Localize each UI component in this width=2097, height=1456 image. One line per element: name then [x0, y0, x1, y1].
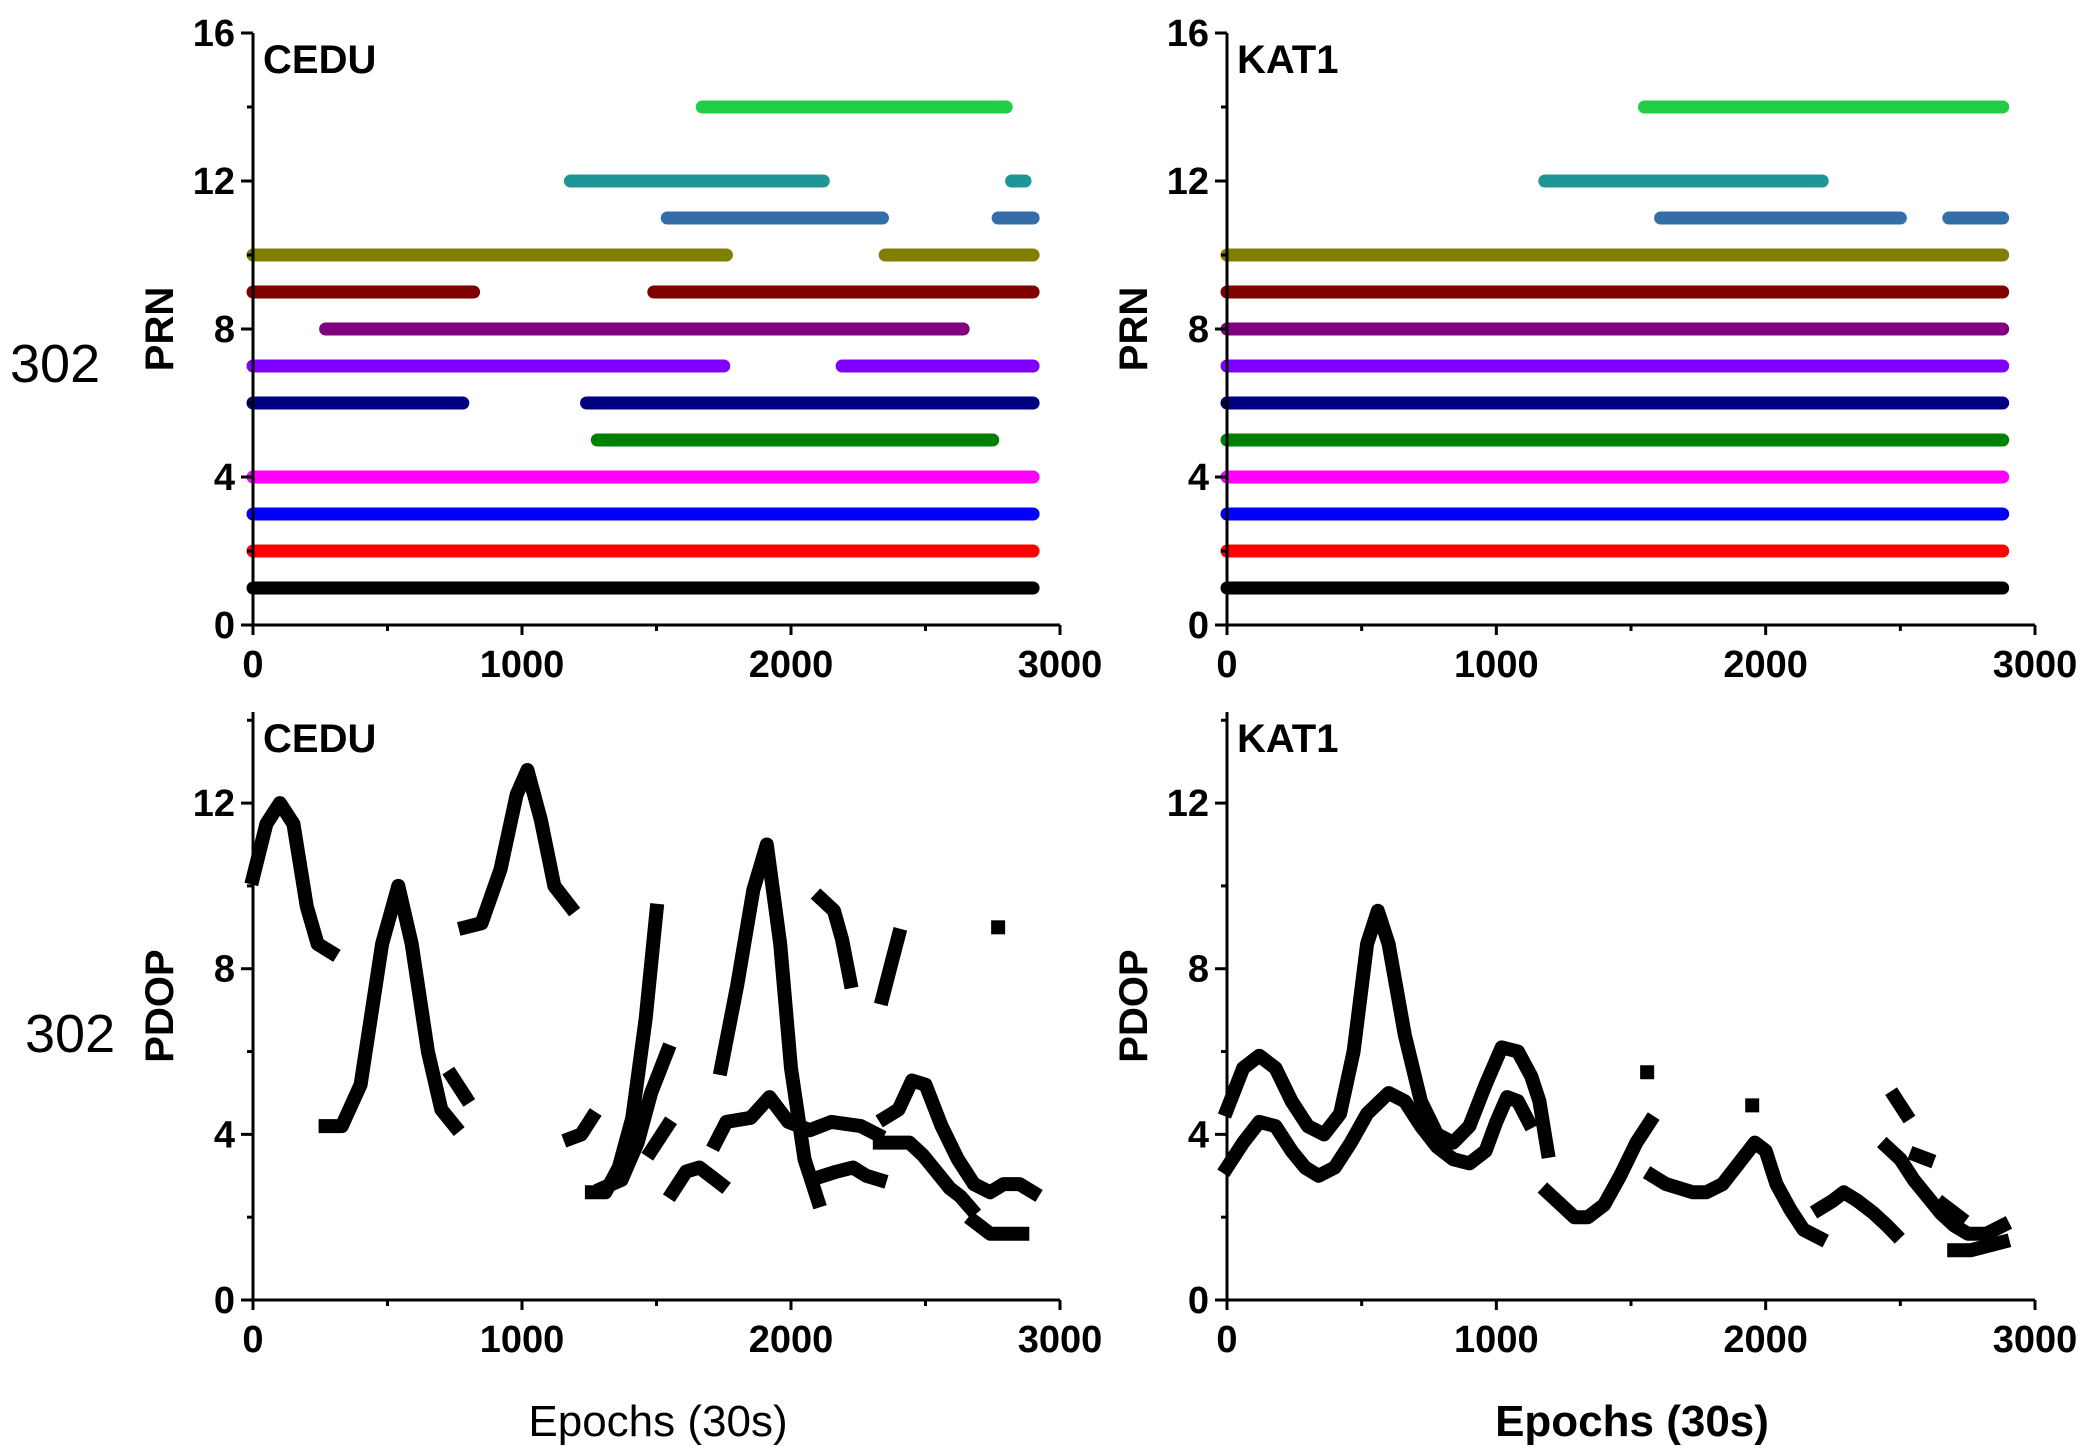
- x-tick-label-2000: 2000: [749, 644, 834, 686]
- prn-kat1-panel: 0 1000 2000 3000 0 4 8 12 16 KAT1 PRN: [1112, 13, 2077, 686]
- x-axis-title-left: Epochs (30s): [528, 1397, 787, 1446]
- x-tick-label-1000: 1000: [1454, 1319, 1539, 1361]
- pdop-point-4: [1640, 1065, 1655, 1080]
- x-tick-label-1000: 1000: [480, 1319, 565, 1361]
- y-axis-title: PRN: [1112, 287, 1156, 371]
- pdop-trace-9: [662, 1160, 731, 1202]
- y-tick-label-8: 8: [1188, 309, 1209, 351]
- x-tick-label-1000: 1000: [480, 644, 565, 686]
- pdop-point-18: [991, 920, 1006, 935]
- y-axis-title: PRN: [138, 287, 182, 371]
- y-tick-label-4: 4: [1188, 1114, 1209, 1156]
- x-tick-label-0: 0: [1216, 1319, 1237, 1361]
- pdop-trace-14: [873, 927, 908, 1007]
- x-axis-title-right: Epochs (30s): [1495, 1397, 1769, 1446]
- pdop-trace-8: [641, 1116, 677, 1161]
- y-tick-label-16: 16: [1167, 13, 1209, 55]
- row-label-top: 302: [10, 334, 100, 394]
- pdop-trace-5: [561, 1108, 602, 1148]
- pdop-kat1-panel: 0 1000 2000 3000 0 4 8 12 KAT1 PDOP: [1112, 712, 2077, 1361]
- pdop-trace-12: [810, 888, 859, 990]
- pdop-trace-5: [1642, 1135, 1829, 1248]
- y-tick-label-12: 12: [193, 161, 235, 203]
- pdop-trace-1: [1217, 1086, 1539, 1183]
- pdop-trace-16: [875, 1073, 1043, 1202]
- y-tick-label-0: 0: [214, 605, 235, 647]
- row-label-bottom: 302: [25, 1004, 115, 1064]
- pdop-trace-9: [1885, 1087, 1916, 1124]
- x-tick-label-3000: 3000: [1993, 1319, 2078, 1361]
- pdop-trace-10: [1907, 1146, 1937, 1169]
- x-tick-label-2000: 2000: [749, 1319, 834, 1361]
- y-tick-label-0: 0: [1188, 1280, 1209, 1322]
- y-tick-label-4: 4: [214, 457, 235, 499]
- y-tick-label-4: 4: [1188, 457, 1209, 499]
- pdop-point-6: [1745, 1098, 1760, 1113]
- pdop-trace-12: [1947, 1233, 2012, 1258]
- y-tick-label-12: 12: [1167, 161, 1209, 203]
- pdop-trace-8: [1877, 1136, 2013, 1241]
- pdop-trace-1: [244, 796, 341, 962]
- y-tick-label-16: 16: [193, 13, 235, 55]
- x-tick-label-0: 0: [242, 644, 263, 686]
- x-tick-label-1000: 1000: [1454, 644, 1539, 686]
- y-tick-label-0: 0: [214, 1280, 235, 1322]
- pdop-cedu-panel: 0 1000 2000 3000 0 4 8 12 CEDU PDOP: [138, 712, 1102, 1361]
- y-tick-label-12: 12: [193, 783, 235, 825]
- panel-title: KAT1: [1237, 38, 1338, 82]
- panel-title: KAT1: [1237, 717, 1338, 761]
- pdop-trace-15: [872, 1135, 982, 1219]
- pdop-trace-3: [1537, 1112, 1660, 1225]
- pdop-trace-13: [814, 1160, 889, 1189]
- y-tick-label-12: 12: [1167, 783, 1209, 825]
- pdop-trace-7: [1809, 1185, 1905, 1244]
- pdop-trace-11: [1933, 1194, 1970, 1228]
- pdop-trace-10: [706, 1090, 887, 1153]
- pdop-trace-2: [1217, 903, 1556, 1159]
- pdop-trace-4: [456, 763, 581, 936]
- panel-title: CEDU: [263, 717, 376, 761]
- prn-cedu-panel: 0 1000 2000 3000 0 4 8 12 16 CEDU PRN: [138, 13, 1102, 686]
- pdop-trace-2: [318, 878, 465, 1136]
- y-axis-title: PDOP: [138, 949, 182, 1062]
- pdop-trace-17: [964, 1211, 1030, 1241]
- pdop-trace-3: [442, 1066, 476, 1107]
- pdop-trace-11: [712, 837, 827, 1210]
- x-tick-label-2000: 2000: [1723, 1319, 1808, 1361]
- y-tick-label-8: 8: [214, 309, 235, 351]
- y-tick-label-4: 4: [214, 1114, 235, 1156]
- x-tick-label-3000: 3000: [1018, 1319, 1103, 1361]
- y-tick-label-8: 8: [1188, 949, 1209, 991]
- panel-title: CEDU: [263, 38, 376, 82]
- x-tick-label-0: 0: [1216, 644, 1237, 686]
- x-tick-label-3000: 3000: [1993, 644, 2078, 686]
- y-tick-label-8: 8: [214, 949, 235, 991]
- y-axis-title: PDOP: [1112, 949, 1156, 1062]
- pdop-trace-7: [593, 1042, 677, 1198]
- x-tick-label-3000: 3000: [1018, 644, 1103, 686]
- x-tick-label-0: 0: [242, 1319, 263, 1361]
- y-tick-label-0: 0: [1188, 605, 1209, 647]
- x-tick-label-2000: 2000: [1723, 644, 1808, 686]
